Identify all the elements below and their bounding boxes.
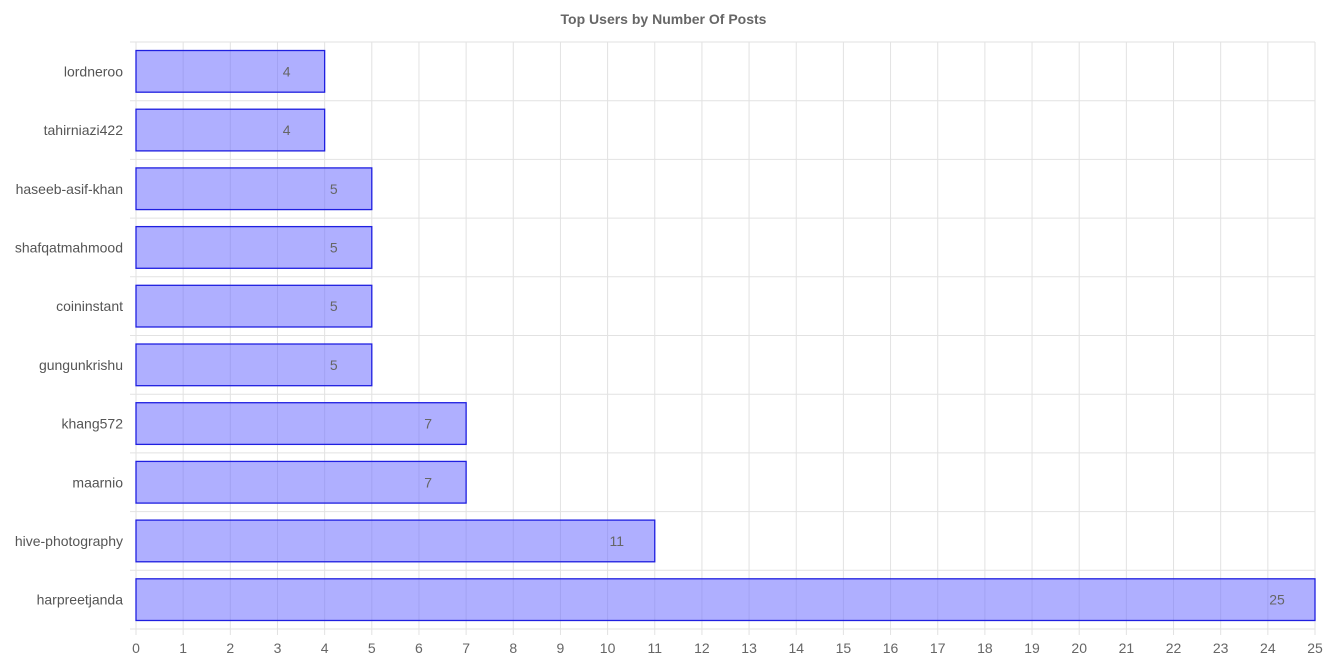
data-label: 5 xyxy=(330,181,338,197)
x-tick-label: 7 xyxy=(462,640,470,656)
data-label: 7 xyxy=(424,416,432,432)
bar xyxy=(135,402,467,446)
x-tick-label: 17 xyxy=(930,640,946,656)
category-label: khang572 xyxy=(61,416,123,432)
x-tick-label: 24 xyxy=(1260,640,1276,656)
data-label: 11 xyxy=(609,533,624,549)
x-tick-label: 2 xyxy=(226,640,234,656)
data-label: 5 xyxy=(330,298,338,314)
x-tick-label: 19 xyxy=(1024,640,1040,656)
category-label: gungunkrishu xyxy=(39,357,123,373)
x-tick-label: 15 xyxy=(836,640,852,656)
data-label: 5 xyxy=(330,239,338,255)
chart-title: Top Users by Number Of Posts xyxy=(560,11,767,27)
x-tick-label: 8 xyxy=(509,640,517,656)
x-tick-label: 12 xyxy=(694,640,710,656)
bar xyxy=(135,167,373,211)
bar xyxy=(135,108,326,152)
x-tick-label: 0 xyxy=(132,640,140,656)
x-tick-label: 11 xyxy=(647,640,662,656)
category-label: maarnio xyxy=(72,474,123,490)
data-label: 4 xyxy=(283,122,291,138)
x-tick-label: 21 xyxy=(1119,640,1135,656)
x-tick-label: 9 xyxy=(557,640,565,656)
x-tick-label: 3 xyxy=(274,640,282,656)
x-tick-label: 22 xyxy=(1166,640,1182,656)
category-label: hive-photography xyxy=(15,533,123,549)
x-tick-label: 16 xyxy=(883,640,899,656)
category-label: lordneroo xyxy=(64,63,123,79)
bar xyxy=(135,519,656,563)
category-label: harpreetjanda xyxy=(37,592,124,608)
x-tick-label: 25 xyxy=(1307,640,1323,656)
x-tick-label: 10 xyxy=(600,640,616,656)
x-tick-label: 6 xyxy=(415,640,423,656)
x-tick-label: 4 xyxy=(321,640,329,656)
category-label: haseeb-asif-khan xyxy=(16,181,123,197)
data-label: 25 xyxy=(1269,592,1285,608)
x-axis-ticks: 0 1 2 3 4 5 6 7 8 9 10 11 12 13 14 15 16 17 18 19 20 21 22 23 24… xyxy=(132,640,1323,656)
x-tick-label: 5 xyxy=(368,640,376,656)
x-tick-label: 1 xyxy=(179,640,187,656)
category-label: tahirniazi422 xyxy=(44,122,124,138)
bar xyxy=(135,284,373,328)
bar xyxy=(135,578,1316,622)
data-label: 4 xyxy=(283,63,291,79)
x-tick-label: 18 xyxy=(977,640,993,656)
data-label: 7 xyxy=(424,474,432,490)
category-label: shafqatmahmood xyxy=(15,239,123,255)
bar xyxy=(135,225,373,269)
x-tick-label: 20 xyxy=(1071,640,1087,656)
category-label: coininstant xyxy=(56,298,123,314)
bars: 4 lordneroo 4 tahirniazi422 5 haseeb-asif-kha… xyxy=(15,49,1316,622)
x-tick-label: 23 xyxy=(1213,640,1229,656)
bar xyxy=(135,49,326,93)
x-tick-label: 13 xyxy=(741,640,757,656)
bar xyxy=(135,343,373,387)
x-tick-label: 14 xyxy=(788,640,804,656)
data-label: 5 xyxy=(330,357,338,373)
bar xyxy=(135,460,467,504)
